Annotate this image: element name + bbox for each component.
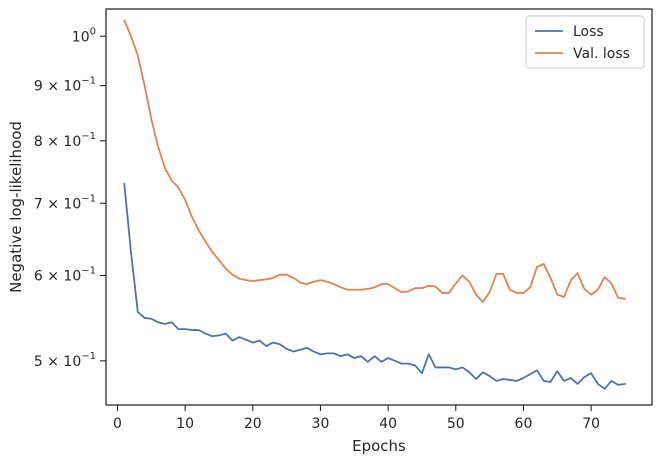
legend-label: Loss [573,24,604,40]
plot-frame [105,8,653,406]
legend-box [525,15,645,69]
series-line-loss [123,182,626,390]
x-axis-label: Epochs [352,437,406,455]
x-tick-label: 40 [379,416,397,432]
series-layer [123,19,626,390]
x-tick-label: 20 [244,416,262,432]
y-tick-label: 9 × 10−1 [34,76,96,95]
y-tick-label: 5 × 10−1 [34,351,96,370]
series-line-val-loss [123,19,626,303]
y-axis-ticks: 5 × 10−1 6 × 10−1 7 × 10−1 8 × 10−1 9 × 10−1… [34,26,106,370]
x-tick-label: 50 [447,416,465,432]
y-tick-label: 7 × 10−1 [34,193,96,212]
y-tick-label: 8 × 10−1 [34,131,96,150]
y-tick-label: 100 [72,26,96,45]
x-tick-label: 0 [113,416,122,432]
x-axis-ticks: 0 10 20 30 40 50 60 70 [113,405,600,432]
y-tick-label: 6 × 10−1 [34,265,96,284]
legend-label: Val. loss [573,46,630,62]
x-tick-label: 70 [582,416,600,432]
x-tick-label: 10 [176,416,194,432]
x-tick-label: 30 [312,416,330,432]
legend: Loss Val. loss [525,15,645,69]
y-axis-label: Negative log-likelihood [7,121,25,293]
x-tick-label: 60 [515,416,533,432]
